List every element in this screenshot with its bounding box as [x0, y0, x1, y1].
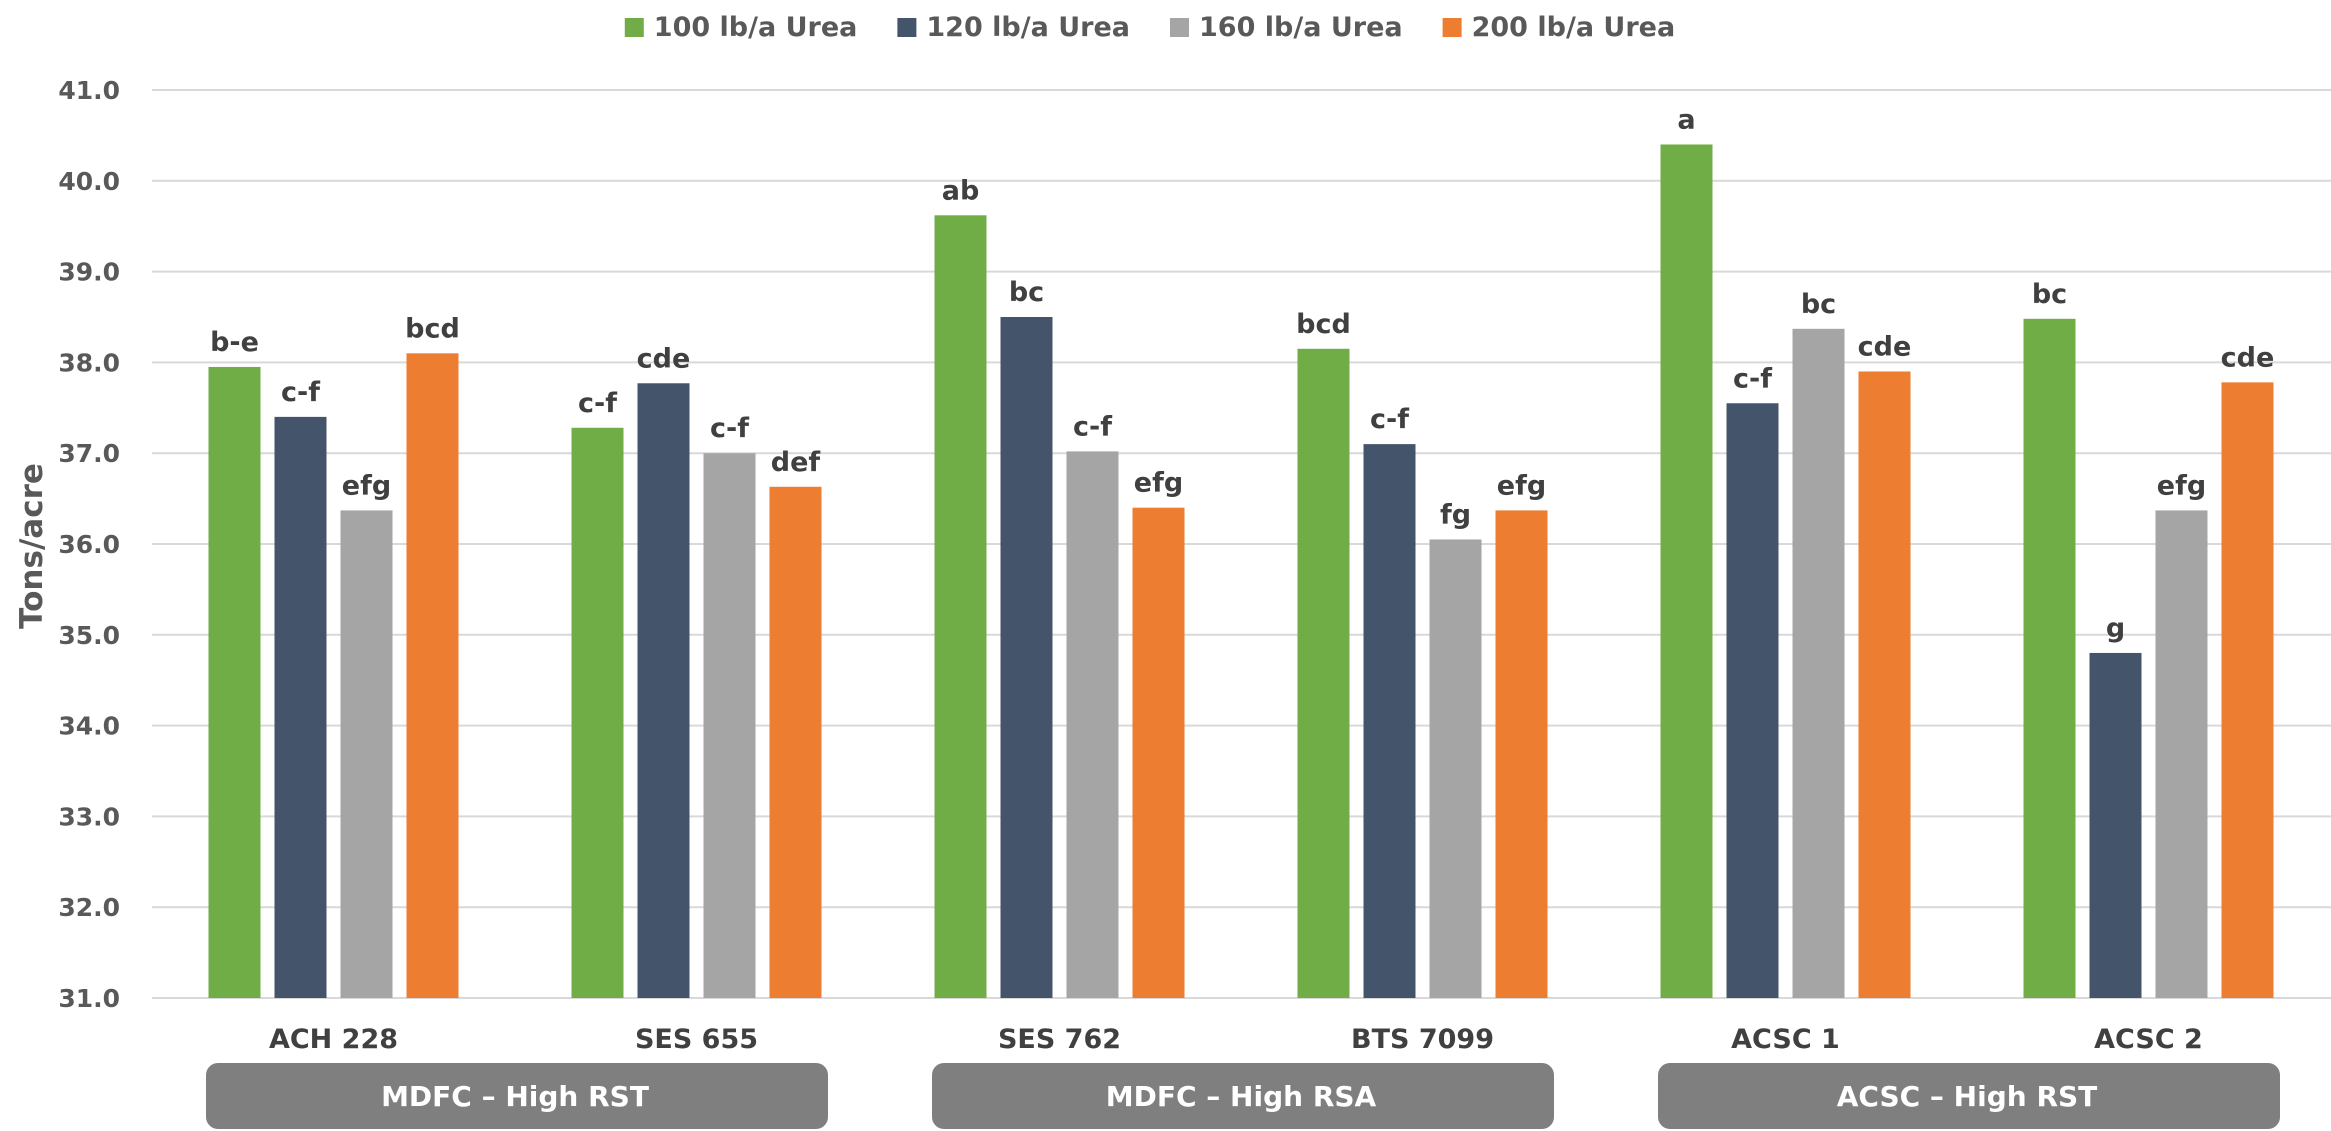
legend-label: 160 lb/a Urea: [1199, 12, 1403, 43]
bar: [1660, 144, 1713, 999]
data-label: c-f: [710, 413, 749, 444]
y-tick-label: 37.0: [58, 439, 120, 468]
data-label: a: [1677, 104, 1695, 135]
bar: [934, 215, 987, 998]
y-tick-label: 36.0: [58, 530, 120, 559]
bar: [2221, 382, 2274, 999]
group-band-label: MDFC – High RSA: [1106, 1080, 1377, 1113]
y-tick-label: 40.0: [58, 167, 120, 196]
x-category-label: SES 655: [635, 1024, 758, 1055]
y-tick-label: 41.0: [58, 76, 120, 105]
data-label: bc: [1009, 277, 1044, 308]
bar: [274, 416, 327, 998]
data-labels: b-e c-f efg bcd c-f cde c-f def ab bc c-f efg bcd c-f…: [210, 104, 2274, 643]
x-category-label: ACSC 2: [2094, 1024, 2203, 1055]
data-label: cde: [1858, 331, 1912, 362]
bar: [703, 453, 756, 998]
legend-swatch: [1442, 18, 1462, 37]
data-label: b-e: [210, 327, 259, 358]
data-label: bcd: [1296, 309, 1351, 340]
bar: [637, 383, 690, 998]
data-label: cde: [637, 343, 691, 374]
gridlines: [152, 89, 2331, 999]
y-tick-label: 33.0: [58, 802, 120, 831]
chart-legend: 100 lb/a Urea 120 lb/a Urea 160 lb/a Urea 2…: [624, 12, 1676, 43]
data-label: c-f: [1073, 411, 1112, 442]
bar: [571, 427, 624, 998]
data-label: efg: [1134, 468, 1183, 499]
x-category-label: BTS 7099: [1351, 1024, 1494, 1055]
data-label: ab: [942, 175, 980, 206]
legend-label: 200 lb/a Urea: [1472, 12, 1676, 43]
bar: [1066, 451, 1119, 998]
group-bands: MDFC – High RST MDFC – High RSA ACSC – Hig…: [206, 1063, 2280, 1129]
y-tick-label: 35.0: [58, 621, 120, 650]
bar: [1000, 317, 1053, 998]
group-band-label: ACSC – High RST: [1837, 1080, 2098, 1113]
data-label: efg: [1497, 470, 1546, 501]
data-label: bcd: [405, 313, 460, 344]
bar: [2023, 318, 2076, 998]
data-label: bc: [1801, 289, 1836, 320]
y-axis-title: Tons/acre: [14, 463, 50, 629]
bar: [1132, 507, 1185, 998]
data-label: cde: [2221, 342, 2275, 373]
y-axis-ticks: 31.0 32.0 33.0 34.0 35.0 36.0 37.0 38.0 39.0 40.0…: [58, 76, 120, 1013]
legend-swatch: [897, 18, 917, 37]
x-category-label: SES 762: [998, 1024, 1121, 1055]
bar: [1429, 539, 1482, 998]
bar-series: [208, 144, 2274, 999]
data-label: efg: [2157, 470, 2206, 501]
bar: [208, 366, 261, 998]
bar: [1726, 403, 1779, 998]
data-label: fg: [1440, 499, 1471, 530]
group-band: [1658, 1063, 2280, 1129]
y-tick-label: 39.0: [58, 258, 120, 287]
category-labels: ACH 228 SES 655 SES 762 BTS 7099 ACSC 1 ACSC …: [269, 1024, 2203, 1055]
data-label: c-f: [281, 377, 320, 408]
legend-label: 120 lb/a Urea: [926, 12, 1130, 43]
group-band-label: MDFC – High RST: [381, 1080, 649, 1113]
data-label: efg: [342, 470, 391, 501]
data-label: g: [2106, 613, 2125, 644]
legend-swatch: [624, 18, 644, 37]
group-band: [206, 1063, 828, 1129]
bar: [1792, 328, 1845, 999]
bar: [2155, 510, 2208, 998]
bar: [1363, 444, 1416, 998]
y-tick-label: 31.0: [58, 984, 120, 1013]
y-tick-label: 32.0: [58, 893, 120, 922]
bar: [340, 510, 393, 998]
data-label: def: [771, 447, 821, 478]
legend-swatch: [1170, 18, 1189, 37]
x-category-label: ACSC 1: [1731, 1024, 1840, 1055]
x-category-label: ACH 228: [269, 1024, 398, 1055]
legend-label: 100 lb/a Urea: [654, 12, 858, 43]
y-tick-label: 38.0: [58, 348, 120, 377]
bar: [1495, 510, 1548, 998]
bar: [769, 486, 822, 998]
data-label: bc: [2032, 279, 2067, 310]
data-label: c-f: [578, 388, 617, 419]
bar: [406, 353, 459, 998]
data-label: c-f: [1733, 363, 1772, 394]
bar: [1297, 348, 1350, 998]
group-band: [932, 1063, 1554, 1129]
bar: [2089, 652, 2142, 998]
y-tick-label: 34.0: [58, 712, 120, 741]
data-label: c-f: [1370, 404, 1409, 435]
bar: [1858, 371, 1911, 999]
